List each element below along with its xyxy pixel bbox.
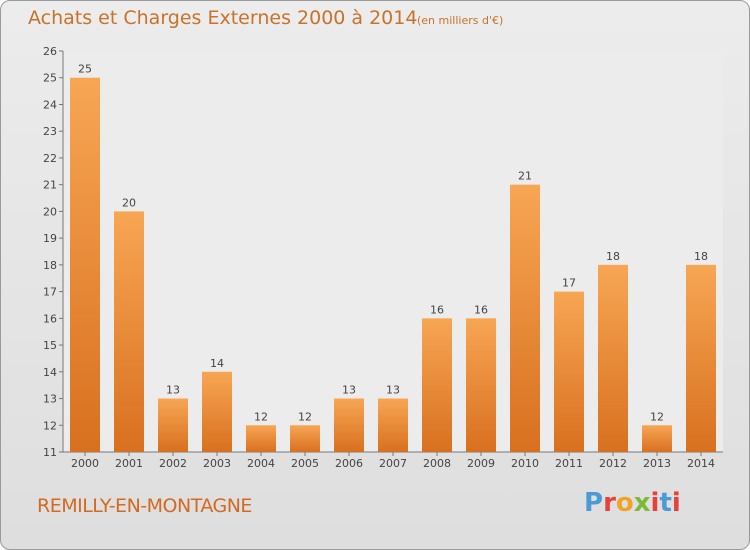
bar-2005 <box>290 425 320 452</box>
x-tick-label: 2014 <box>687 457 715 470</box>
chart-subtitle: (en milliers d'€) <box>417 14 504 27</box>
bar-value-label: 16 <box>474 303 488 316</box>
bar-2007 <box>378 398 408 452</box>
x-tick-label: 2004 <box>247 457 275 470</box>
x-tick-label: 2009 <box>467 457 495 470</box>
commune-name: REMILLY-EN-MONTAGNE <box>37 495 252 517</box>
y-tick-label: 21 <box>43 179 57 192</box>
bar-2003 <box>202 371 232 452</box>
y-tick-label: 23 <box>43 125 57 138</box>
bar-2010 <box>510 184 540 452</box>
bar-value-label: 13 <box>166 384 180 397</box>
bar-labels: 25 20 13 14 12 12 13 13 16 16 21 17 18 12 18 <box>78 63 708 424</box>
bar-2012 <box>598 264 628 452</box>
y-tick-label: 25 <box>43 72 57 85</box>
bar-value-label: 13 <box>342 384 356 397</box>
x-tick-label: 2010 <box>511 457 539 470</box>
y-tick-label: 13 <box>43 393 57 406</box>
x-tick-label: 2007 <box>379 457 407 470</box>
bar-2001 <box>114 211 144 452</box>
x-tick-label: 2003 <box>203 457 231 470</box>
bar-value-label: 12 <box>298 410 312 423</box>
bar-value-label: 12 <box>254 410 268 423</box>
bar-value-label: 16 <box>430 303 444 316</box>
bar-value-label: 18 <box>694 250 708 263</box>
y-tick-label: 19 <box>43 232 57 245</box>
y-tick-label: 17 <box>43 286 57 299</box>
y-tick-label: 18 <box>43 259 57 272</box>
x-tick-label: 2002 <box>159 457 187 470</box>
bar-value-label: 13 <box>386 384 400 397</box>
bar-2013 <box>642 425 672 452</box>
proxiti-logo: Proxiti <box>584 488 681 518</box>
bar-2009 <box>466 318 496 452</box>
bar-value-label: 18 <box>606 250 620 263</box>
bar-value-label: 25 <box>78 63 92 76</box>
bars <box>70 77 716 452</box>
bar-2004 <box>246 425 276 452</box>
x-tick-label: 2005 <box>291 457 319 470</box>
bar-value-label: 17 <box>562 277 576 290</box>
y-tick-label: 12 <box>43 419 57 432</box>
x-tick-label: 2013 <box>643 457 671 470</box>
bar-value-label: 14 <box>210 357 224 370</box>
x-tick-label: 2006 <box>335 457 363 470</box>
chart-title: Achats et Charges Externes 2000 à 2014 <box>28 7 418 29</box>
y-tick-label: 14 <box>43 366 57 379</box>
bar-value-label: 12 <box>650 410 664 423</box>
bar-2011 <box>554 291 584 452</box>
x-tick-label: 2001 <box>115 457 143 470</box>
bar-value-label: 21 <box>518 170 532 183</box>
bar-2008 <box>422 318 452 452</box>
bar-2006 <box>334 398 364 452</box>
x-tick-label: 2008 <box>423 457 451 470</box>
x-tick-label: 2011 <box>555 457 583 470</box>
y-tick-label: 24 <box>43 98 57 111</box>
y-tick-label: 15 <box>43 339 57 352</box>
bar-value-label: 20 <box>122 196 136 209</box>
y-tick-label: 26 <box>43 45 57 58</box>
y-tick-label: 16 <box>43 312 57 325</box>
x-tick-label: 2012 <box>599 457 627 470</box>
y-axis: 11 12 13 14 15 16 17 18 19 20 21 22 23 24 25 26 <box>43 45 64 459</box>
y-tick-label: 20 <box>43 205 57 218</box>
x-tick-label: 2000 <box>71 457 99 470</box>
y-tick-label: 11 <box>43 446 57 459</box>
bar-2002 <box>158 398 188 452</box>
y-tick-label: 22 <box>43 152 57 165</box>
x-axis: 2000 2001 2002 2003 2004 2005 2006 2007 2008 2009… <box>63 451 723 470</box>
bar-2000 <box>70 77 100 452</box>
bar-2014 <box>686 264 716 452</box>
